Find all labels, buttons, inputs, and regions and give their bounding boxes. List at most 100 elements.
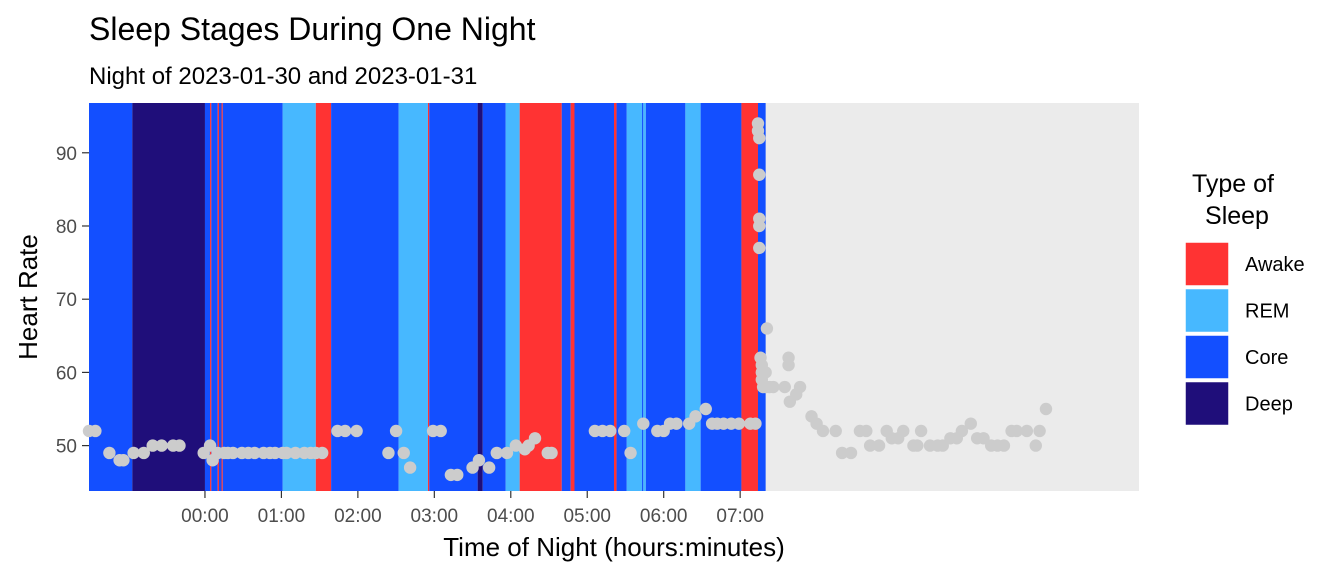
- stage-band-rem: [282, 103, 316, 491]
- heart-rate-point: [500, 446, 514, 460]
- heart-rate-point: [226, 446, 240, 460]
- heart-rate-point: [977, 432, 990, 445]
- heart-rate-point: [936, 439, 949, 452]
- legend: Type of Sleep Awake REM Core Deep: [1184, 170, 1305, 427]
- heart-rate-point: [829, 424, 842, 438]
- heart-rate-point: [315, 446, 329, 460]
- legend-label-rem: REM: [1245, 301, 1289, 323]
- stage-band-deep: [132, 103, 205, 491]
- heart-rate-point: [403, 461, 417, 474]
- heart-rate-point: [1010, 424, 1023, 438]
- heart-rate-point: [760, 322, 774, 335]
- legend-label-deep: Deep: [1245, 394, 1293, 416]
- heart-rate-point: [127, 446, 140, 460]
- stage-band-core: [642, 103, 644, 491]
- heart-rate-point: [389, 424, 403, 438]
- x-tick-label: 07:00: [716, 506, 764, 527]
- heart-rate-point: [767, 380, 780, 394]
- heart-rate-point: [1020, 424, 1034, 438]
- chart-title: Sleep Stages During One Night: [89, 11, 536, 47]
- legend-entries: Awake REM Core Deep: [1184, 241, 1305, 427]
- x-tick-label: 01:00: [258, 506, 306, 527]
- stage-band-awake: [519, 103, 562, 491]
- heart-rate-point: [624, 446, 637, 460]
- stage-band-awake: [614, 103, 617, 491]
- stage-band-rem: [643, 103, 646, 491]
- heart-rate-point: [872, 439, 886, 452]
- heart-rate-point: [1033, 424, 1046, 438]
- heart-rate-point: [248, 446, 261, 460]
- y-axis-title: Heart Rate: [13, 234, 43, 360]
- heart-rate-point: [637, 417, 650, 430]
- stage-band-core: [757, 103, 766, 491]
- heart-rate-point: [137, 446, 150, 460]
- heart-rate-point: [753, 241, 766, 255]
- heart-rate-point: [863, 439, 877, 452]
- legend-key-core: [1184, 334, 1230, 380]
- heart-rate-point: [997, 439, 1011, 452]
- stage-band-awake: [427, 103, 430, 491]
- x-axis: 00:00 01:00 02:00 03:00 04:00 05:00 06:00 07:00: [181, 491, 764, 527]
- x-tick-label: 06:00: [640, 506, 688, 527]
- heart-rate-point: [689, 410, 702, 423]
- y-tick-label: 70: [56, 290, 77, 311]
- heart-rate-point: [117, 454, 130, 467]
- stage-band-awake: [221, 103, 223, 491]
- heart-rate-point: [451, 468, 464, 482]
- stage-band-core: [211, 103, 218, 491]
- stage-band-rem: [685, 103, 701, 491]
- heart-rate-point: [699, 402, 712, 416]
- heart-rate-point: [289, 446, 302, 460]
- stage-band-core: [561, 103, 571, 491]
- heart-rate-point: [835, 446, 849, 460]
- heart-rate-point: [382, 446, 395, 460]
- heart-rate-point: [860, 424, 873, 438]
- heart-rate-point: [670, 417, 683, 430]
- legend-key-rem: [1184, 287, 1230, 334]
- heart-rate-point: [753, 168, 766, 181]
- heart-rate-point: [472, 454, 486, 467]
- y-tick-label: 90: [56, 144, 77, 165]
- heart-rate-point: [911, 439, 924, 452]
- stage-band-awake: [210, 103, 212, 491]
- legend-label-core: Core: [1245, 347, 1288, 369]
- heart-rate-point: [103, 446, 116, 460]
- stage-band-rem: [398, 103, 428, 491]
- stage-band-rem: [626, 103, 643, 491]
- legend-key-awake: [1184, 241, 1230, 287]
- heart-rate-point: [793, 380, 807, 394]
- stage-band-core: [222, 103, 283, 491]
- heart-rate-point: [1039, 402, 1053, 416]
- heart-rate-point: [844, 446, 858, 460]
- x-tick-label: 00:00: [181, 506, 229, 527]
- stage-band-awake: [315, 103, 332, 491]
- stage-band-core: [482, 103, 506, 491]
- heart-rate-point: [89, 424, 102, 438]
- legend-title-line-1: Type of: [1192, 170, 1274, 198]
- y-tick-label: 60: [56, 363, 77, 384]
- chart-subtitle: Night of 2023-01-30 and 2023-01-31: [89, 63, 477, 90]
- stage-band-deep: [477, 103, 483, 491]
- heart-rate-point: [338, 424, 352, 438]
- heart-rate-point: [155, 439, 168, 452]
- heart-rate-point: [603, 424, 617, 438]
- stage-band-rem: [505, 103, 520, 491]
- x-tick-label: 05:00: [563, 506, 611, 527]
- heart-rate-point: [545, 446, 558, 460]
- x-tick-label: 03:00: [411, 506, 459, 527]
- heart-rate-points: [82, 117, 1053, 482]
- heart-rate-point: [1029, 439, 1042, 452]
- heart-rate-point: [617, 424, 631, 438]
- y-axis: 50 60 70 80 90: [56, 144, 89, 458]
- stage-band-core: [616, 103, 627, 491]
- legend-label-awake: Awake: [1245, 254, 1305, 276]
- heart-rate-point: [914, 424, 928, 438]
- heart-rate-point: [434, 424, 447, 438]
- heart-rate-point: [490, 446, 503, 460]
- heart-rate-point: [203, 439, 217, 452]
- x-tick-label: 02:00: [334, 506, 382, 527]
- heart-rate-point: [528, 432, 542, 445]
- heart-rate-point: [964, 417, 977, 430]
- heart-rate-point: [350, 424, 363, 438]
